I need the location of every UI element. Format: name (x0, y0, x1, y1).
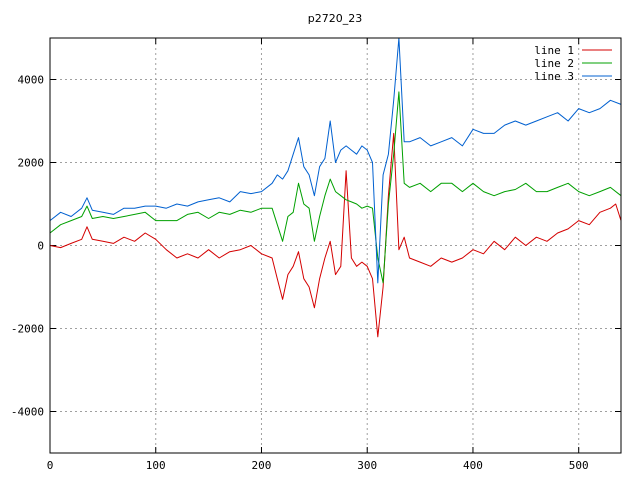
x-tick-label: 300 (357, 459, 377, 472)
legend-label: line 2 (534, 57, 574, 70)
grid (50, 38, 621, 453)
series-line-3 (49, 37, 622, 284)
axes: 0 100 200 300 400 500 -4000 -2000 0 2000 4000 (11, 38, 621, 472)
legend-label: line 1 (534, 44, 574, 57)
series-line-2 (49, 91, 622, 284)
chart-title: p2720_23 (308, 12, 362, 25)
y-tick-label: 2000 (18, 157, 45, 170)
x-tick-label: 100 (146, 459, 166, 472)
y-tick-label: 4000 (18, 74, 45, 87)
series-line-1 (49, 132, 622, 338)
y-tick-label: 0 (37, 240, 44, 253)
plot-frame (49, 37, 622, 454)
x-tick-label: 500 (569, 459, 589, 472)
legend-label: line 3 (534, 70, 574, 83)
x-tick-label: 200 (252, 459, 272, 472)
y-tick-label: -2000 (11, 323, 44, 336)
x-tick-label: 400 (463, 459, 483, 472)
x-tick-label: 0 (47, 459, 54, 472)
y-tick-label: -4000 (11, 406, 44, 419)
series-group (49, 37, 622, 338)
